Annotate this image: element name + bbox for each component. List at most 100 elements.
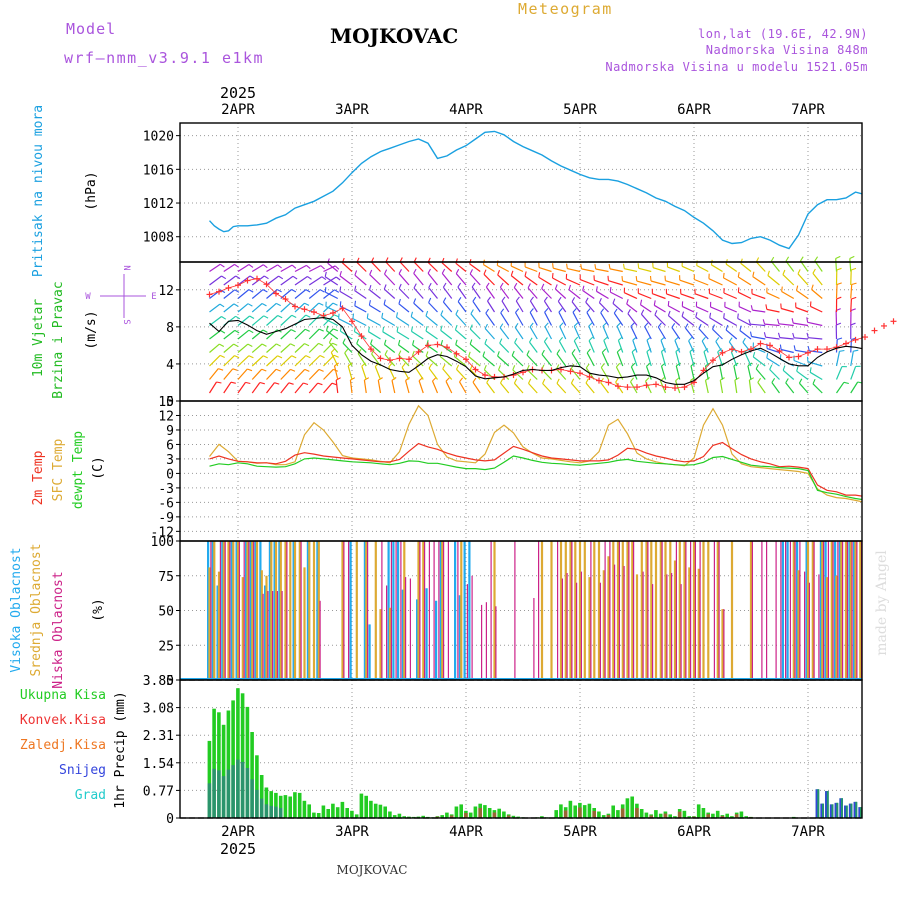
wind-barb — [709, 292, 723, 300]
wind-barb — [472, 300, 481, 313]
wind-barb — [733, 365, 738, 380]
wind-barb — [413, 261, 424, 272]
wind-barb — [455, 329, 467, 340]
wind-barb — [529, 300, 538, 313]
wind-barb — [223, 355, 235, 367]
wind-barb-flag — [622, 263, 625, 269]
wind-barb — [558, 311, 567, 326]
wind-barb — [660, 365, 667, 380]
wind-barb-flag — [455, 339, 458, 345]
wind-barb-flag — [837, 337, 843, 341]
precip-mixed-bar — [879, 796, 881, 818]
wind-barb — [425, 315, 438, 326]
wind-barb-flag — [851, 282, 857, 286]
wind-barb-flag — [234, 355, 240, 359]
dewpoint-line — [209, 455, 862, 501]
precip-bar — [217, 712, 221, 818]
y-tick-label: 1020 — [143, 130, 174, 145]
wind-barb-flag — [737, 313, 739, 319]
wind-barb — [418, 380, 424, 394]
wind-barb — [308, 289, 321, 299]
precip-conv-bar — [506, 815, 511, 818]
wind-barb-flag — [542, 378, 546, 384]
wind-barb — [280, 329, 292, 340]
wind-barb — [793, 322, 809, 327]
wind-barb-flag — [441, 268, 446, 274]
precip-bar — [573, 805, 577, 818]
wind-barb-flag — [247, 343, 253, 347]
wind-barb-flag — [262, 329, 268, 333]
precip-bar — [540, 816, 544, 818]
wind-barb — [371, 261, 381, 272]
wind-barb — [617, 340, 624, 353]
precip-bar — [293, 792, 297, 818]
precip-bar — [392, 815, 397, 818]
wind-barb-flag — [631, 362, 636, 368]
wind-barb-flag — [425, 310, 429, 317]
wind-barb-flag — [459, 377, 464, 383]
wind-barb — [266, 302, 277, 313]
wind-barb — [280, 275, 294, 286]
wind-barb — [497, 355, 510, 367]
wind-barb-flag — [445, 377, 450, 382]
wind-barb — [209, 316, 222, 326]
wind-barb-flag — [615, 377, 619, 383]
wind-barb-flag — [649, 275, 652, 282]
wind-barb-flag — [675, 348, 681, 352]
wind-barb-flag — [798, 378, 803, 384]
wind-barb — [325, 291, 339, 300]
wind-barb-flag — [588, 336, 594, 341]
precip-bar — [283, 795, 288, 818]
wind-barb-flag — [262, 355, 268, 359]
temp-ylabel-2: SFC Temp — [51, 439, 66, 502]
precip-bar — [658, 813, 663, 818]
wind-barb — [499, 342, 510, 353]
wind-barb-flag — [219, 303, 225, 308]
wind-ylabel-2: Brzina i Pravac — [51, 281, 66, 398]
precip-snow-bar — [236, 759, 240, 818]
wind-barb — [715, 341, 724, 353]
wind-ylabel-1: 10m Vjetar — [31, 299, 46, 377]
precip-bar — [255, 755, 259, 818]
wind-barb-flag — [304, 343, 310, 347]
precip-bar — [877, 796, 881, 818]
precip-conv-bar — [677, 811, 682, 818]
precip-bar — [473, 806, 478, 818]
wind-barb — [514, 312, 524, 326]
wind-barb — [237, 382, 246, 394]
wind-barb — [626, 303, 638, 313]
wind-barb — [223, 289, 236, 299]
wind-barb — [695, 316, 709, 326]
wind-barb — [396, 316, 410, 327]
wind-barb — [865, 366, 869, 379]
precip-bar — [250, 732, 254, 818]
wind-barb — [850, 366, 857, 380]
wind-barb — [526, 369, 538, 380]
wind-barb — [484, 343, 495, 353]
wind-barb-flag — [455, 268, 460, 274]
wind-barb-flag — [779, 344, 782, 350]
wind-barb-flag — [853, 349, 859, 352]
precip-conv-bar — [449, 815, 454, 818]
wind-barb-flag — [334, 265, 340, 270]
wind-barb-flag — [432, 377, 437, 382]
y-tick-label: 8 — [166, 321, 174, 336]
wind-barb-flag — [600, 308, 605, 314]
precip-bar — [873, 816, 877, 818]
wind-barb — [323, 382, 333, 394]
wind-barb — [680, 293, 695, 300]
precip-bar — [264, 787, 269, 818]
wind-barb — [469, 369, 481, 380]
precip-bar — [511, 815, 516, 818]
y-tick-label: 15 — [158, 395, 174, 410]
wind-barb-flag — [765, 304, 768, 310]
compass-e: E — [151, 292, 156, 302]
wind-barb-flag — [791, 318, 794, 324]
wind-barb-flag — [851, 296, 857, 300]
wind-barb-flag — [334, 289, 340, 293]
wind-barb — [251, 382, 261, 394]
wind-barb — [514, 342, 524, 353]
wind-barb — [766, 292, 780, 300]
wind-barb — [567, 268, 581, 273]
cloud-ylabel-3: Niska Oblacnost — [51, 571, 66, 688]
